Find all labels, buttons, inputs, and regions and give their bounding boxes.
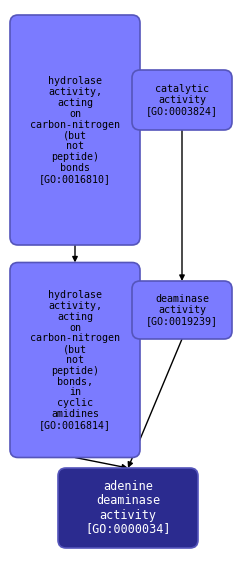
Text: hydrolase
activity,
acting
on
carbon-nitrogen
(but
not
peptide)
bonds,
in
cyclic: hydrolase activity, acting on carbon-nit…	[30, 290, 120, 430]
FancyBboxPatch shape	[132, 281, 232, 339]
FancyBboxPatch shape	[58, 468, 198, 548]
Text: hydrolase
activity,
acting
on
carbon-nitrogen
(but
not
peptide)
bonds
[GO:001681: hydrolase activity, acting on carbon-nit…	[30, 77, 120, 184]
FancyBboxPatch shape	[10, 15, 140, 245]
Text: catalytic
activity
[GO:0003824]: catalytic activity [GO:0003824]	[146, 84, 218, 116]
FancyBboxPatch shape	[10, 263, 140, 458]
Text: deaminase
activity
[GO:0019239]: deaminase activity [GO:0019239]	[146, 294, 218, 326]
FancyBboxPatch shape	[132, 70, 232, 130]
Text: adenine
deaminase
activity
[GO:0000034]: adenine deaminase activity [GO:0000034]	[85, 480, 171, 535]
